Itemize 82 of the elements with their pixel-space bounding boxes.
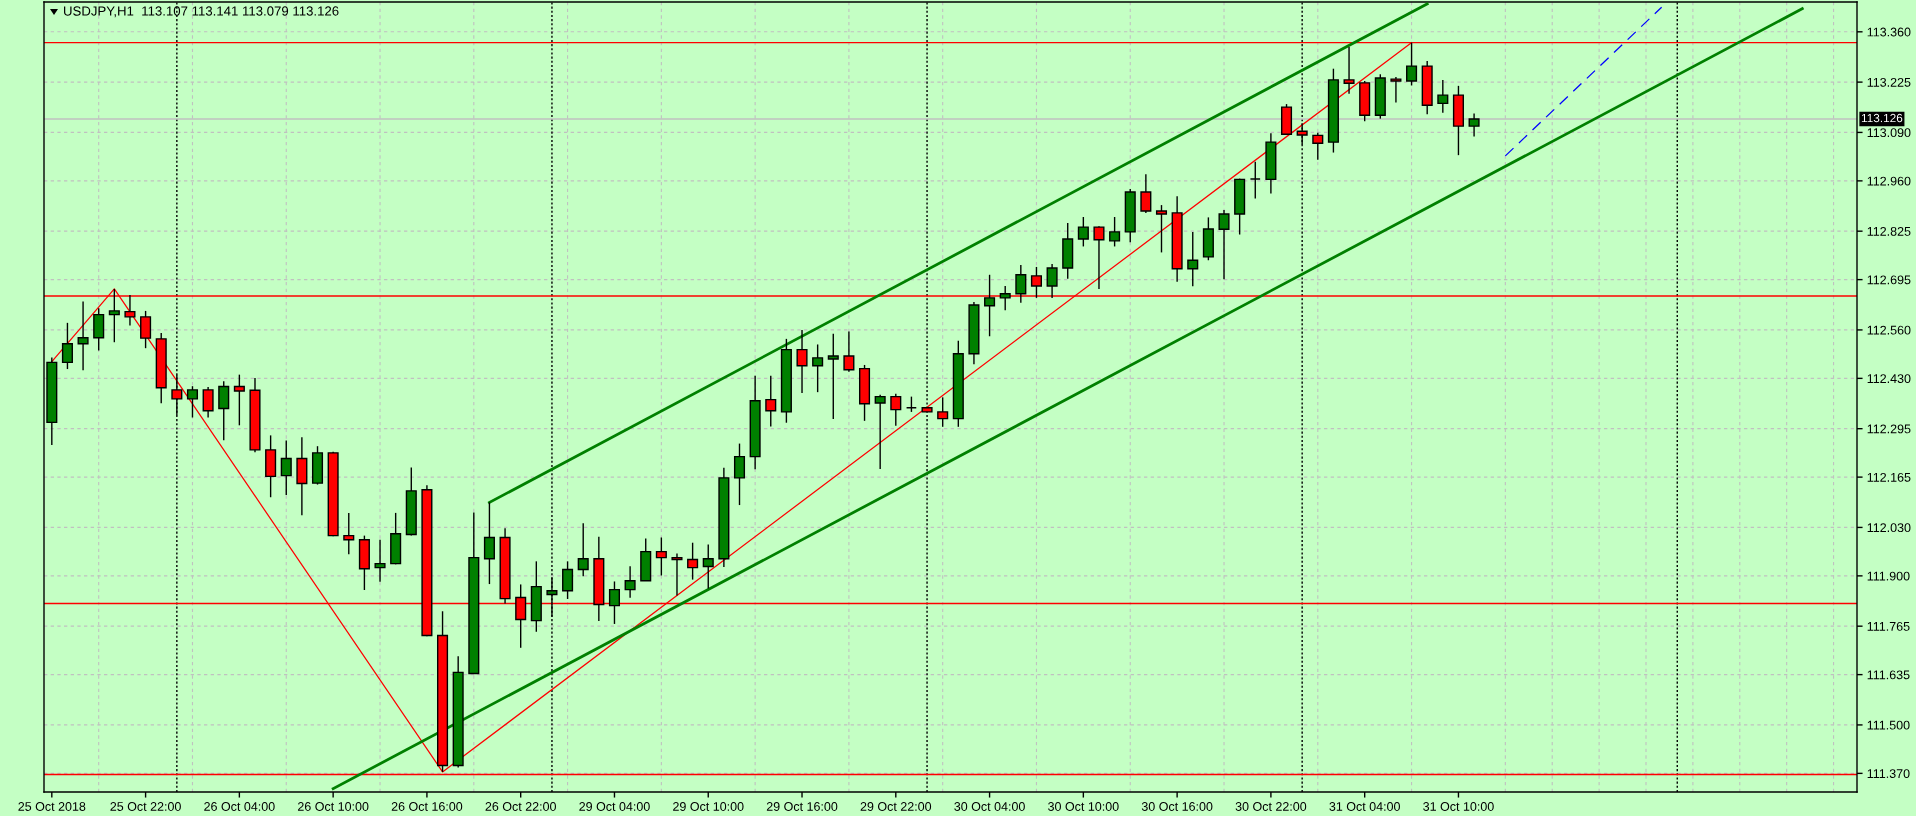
y-tick-label: 111.635 — [1867, 670, 1910, 680]
candlestick — [546, 576, 558, 618]
candlestick — [655, 536, 667, 577]
x-tick-label: 25 Oct 2018 — [18, 802, 86, 811]
x-tick-label: 26 Oct 10:00 — [297, 802, 369, 811]
candlestick — [61, 322, 73, 370]
candlestick — [796, 329, 808, 394]
candlestick — [1390, 76, 1402, 104]
candlestick — [202, 386, 214, 419]
y-tick-label: 111.370 — [1867, 769, 1910, 779]
x-tick-label: 30 Oct 04:00 — [954, 802, 1025, 811]
candlestick — [874, 394, 886, 470]
y-tick-label: 112.960 — [1867, 176, 1911, 186]
candlestick — [608, 580, 621, 625]
candlestick — [1468, 112, 1480, 138]
x-tick-label: 29 Oct 22:00 — [860, 802, 932, 811]
candlestick — [1093, 225, 1105, 290]
candlestick — [233, 373, 245, 427]
candlestick — [984, 274, 996, 337]
y-tick-label: 112.560 — [1867, 325, 1911, 335]
candlestick — [827, 332, 839, 420]
y-tick-label: 111.500 — [1867, 720, 1910, 730]
candlestick — [218, 380, 230, 441]
x-tick-label: 31 Oct 10:00 — [1423, 802, 1494, 811]
candlestick — [374, 539, 386, 583]
candlestick — [624, 565, 636, 599]
y-tick-label: 112.430 — [1867, 374, 1911, 384]
y-tick-label: 113.090 — [1867, 128, 1911, 138]
x-tick-label: 25 Oct 22:00 — [110, 802, 181, 811]
candlestick — [812, 343, 824, 393]
candlestick — [890, 392, 902, 427]
y-tick-label: 112.695 — [1867, 275, 1911, 285]
candlestick — [937, 396, 949, 428]
candlestick — [1218, 209, 1230, 280]
candlestick — [186, 385, 199, 419]
x-tick-label: 30 Oct 10:00 — [1048, 802, 1119, 811]
y-tick-label: 113.360 — [1867, 27, 1911, 37]
candlestick — [1406, 41, 1418, 87]
x-tick-label: 31 Oct 04:00 — [1329, 802, 1400, 811]
candlestick — [1140, 173, 1152, 214]
x-tick-label: 26 Oct 22:00 — [485, 802, 556, 811]
candlestick — [562, 560, 574, 600]
x-tick-label: 29 Oct 10:00 — [673, 802, 744, 811]
candlestick — [1077, 216, 1089, 248]
ref-line-label: 113.126 — [1861, 113, 1903, 123]
candlestick — [1437, 79, 1449, 114]
x-tick-label: 30 Oct 16:00 — [1141, 802, 1213, 811]
y-tick-label: 111.765 — [1867, 621, 1910, 631]
x-tick-label: 26 Oct 04:00 — [204, 802, 275, 811]
candlestick — [1155, 204, 1168, 254]
chart-title: USDJPY,H1 113.107 113.141 113.079 113.126 — [64, 6, 339, 18]
candlestick — [77, 300, 89, 371]
candlestick — [1249, 161, 1261, 200]
candlestick — [1015, 264, 1027, 304]
y-tick-label: 112.030 — [1867, 523, 1911, 533]
candlestick — [1312, 132, 1324, 161]
x-tick-label: 29 Oct 04:00 — [579, 802, 650, 811]
candlestick — [999, 285, 1011, 311]
candlestick — [687, 542, 699, 581]
y-tick-label: 111.900 — [1867, 571, 1910, 581]
candlestick — [1343, 46, 1355, 95]
candlestick — [1187, 231, 1199, 288]
y-tick-label: 112.165 — [1867, 472, 1911, 482]
candlestick — [1046, 263, 1058, 299]
candlestick — [108, 288, 120, 343]
candlestick — [671, 552, 683, 597]
y-tick-label: 113.225 — [1867, 77, 1911, 87]
candlestick — [93, 307, 105, 352]
candlestick — [702, 543, 714, 590]
x-tick-label: 26 Oct 16:00 — [391, 802, 463, 811]
x-tick-label: 29 Oct 16:00 — [766, 802, 838, 811]
candlestick — [1109, 216, 1121, 248]
candlestick — [280, 439, 292, 496]
x-tick-label: 30 Oct 22:00 — [1235, 802, 1307, 811]
candlestick — [343, 512, 355, 555]
candlestick — [843, 330, 855, 373]
y-tick-label: 112.825 — [1867, 226, 1911, 236]
candlestick — [577, 522, 589, 577]
candlestick — [140, 310, 152, 349]
y-tick-label: 112.295 — [1867, 424, 1911, 434]
candlestick — [733, 442, 746, 506]
candlestick — [765, 375, 777, 428]
